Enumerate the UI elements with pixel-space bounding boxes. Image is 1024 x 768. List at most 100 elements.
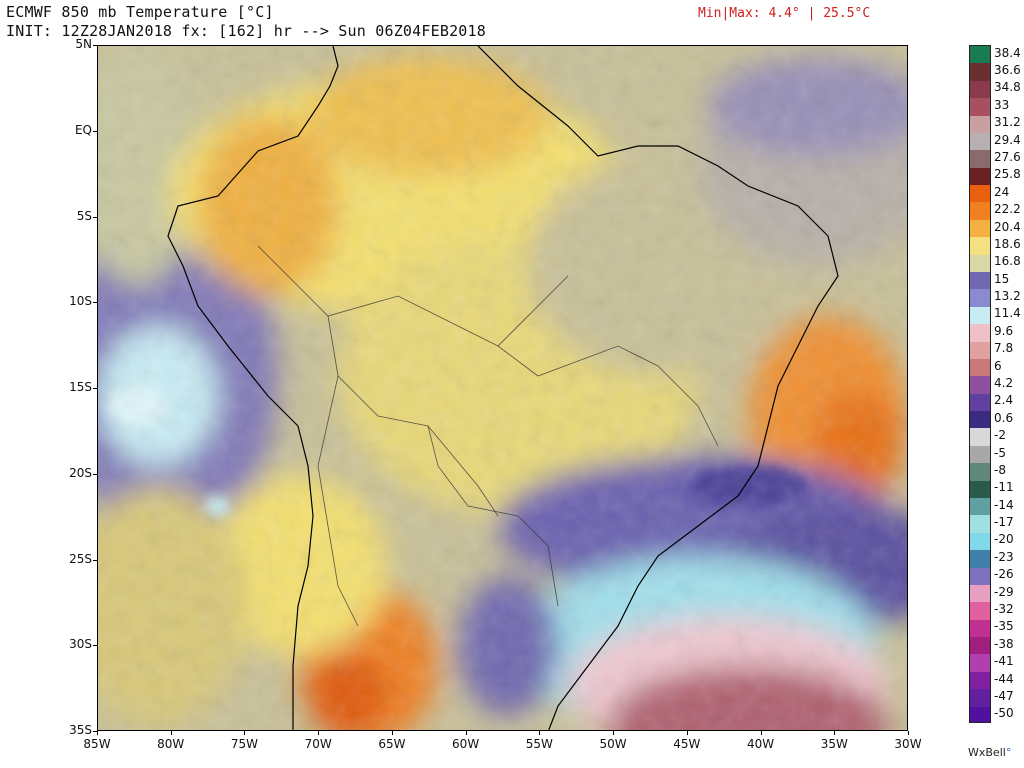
colorbar-swatch (970, 602, 990, 621)
colorbar-swatch (970, 202, 990, 221)
lon-tick (613, 731, 615, 735)
lon-label: 80W (157, 737, 185, 751)
lon-tick (834, 731, 836, 735)
colorbar-label: 11.4 (994, 306, 1021, 321)
lat-label: 15S (69, 380, 92, 394)
colorbar-label: 13.2 (994, 289, 1021, 304)
init-line: INIT: 12Z28JAN2018 fx: [162] hr --> Sun … (6, 22, 486, 40)
map-field (98, 46, 907, 730)
colorbar-swatch (970, 428, 990, 447)
colorbar-label: -35 (994, 619, 1014, 634)
colorbar-label: 24 (994, 184, 1010, 199)
colorbar-label: 16.8 (994, 254, 1021, 269)
colorbar-swatch (970, 358, 990, 377)
lat-label: 5N (75, 37, 92, 51)
colorbar-swatch (970, 515, 990, 534)
brand-dot: ° (1005, 746, 1012, 759)
colorbar-swatch (970, 289, 990, 308)
colorbar-label: 22.2 (994, 202, 1021, 217)
colorbar-swatch (970, 654, 990, 673)
colorbar-label: -2 (994, 428, 1006, 443)
lon-tick (170, 731, 172, 735)
map-title: ECMWF 850 mb Temperature [°C] (6, 3, 274, 21)
lon-label: 85W (83, 737, 111, 751)
lon-tick (686, 731, 688, 735)
colorbar-label: 20.4 (994, 219, 1021, 234)
lon-label: 55W (525, 737, 553, 751)
colorbar-swatch (970, 324, 990, 343)
colorbar-swatch (970, 63, 990, 82)
colorbar-swatch (970, 567, 990, 586)
colorbar-swatch (970, 185, 990, 204)
colorbar-label: 38.4 (994, 45, 1021, 60)
colorbar-label: -29 (994, 584, 1014, 599)
colorbar-swatch (970, 254, 990, 273)
colorbar-swatch (970, 98, 990, 117)
lon-label: 30W (894, 737, 922, 751)
lon-tick (391, 731, 393, 735)
colorbar-label: 2.4 (994, 393, 1014, 408)
lat-tick (93, 130, 97, 132)
colorbar-swatch (970, 637, 990, 656)
lat-tick (93, 731, 97, 732)
colorbar-swatch (970, 498, 990, 516)
borders (257, 245, 719, 627)
lat-tick (93, 388, 97, 389)
colorbar-label: -44 (994, 671, 1014, 686)
coastlines (167, 46, 839, 730)
colorbar-label: -41 (994, 654, 1014, 669)
colorbar-label: 36.6 (994, 63, 1021, 78)
lat-tick (93, 216, 97, 218)
lon-label: 50W (599, 737, 627, 751)
lat-label: 5S (76, 208, 92, 223)
colorbar (969, 45, 991, 723)
lat-tick (93, 45, 97, 46)
lat-tick (93, 302, 97, 304)
minmax-readout: Min|Max: 4.4° | 25.5°C (698, 6, 871, 21)
colorbar-swatch (970, 411, 990, 430)
lon-label: 45W (673, 737, 701, 751)
colorbar-swatch (970, 272, 990, 290)
lon-label: 65W (378, 737, 406, 751)
colorbar-swatch (970, 480, 990, 499)
lon-tick (465, 731, 467, 735)
colorbar-swatch (970, 80, 990, 99)
lon-label: 70W (304, 737, 332, 751)
colorbar-swatch (970, 167, 990, 186)
wxbell-logo: WxBell° (968, 746, 1011, 759)
colorbar-label: -17 (994, 515, 1014, 530)
colorbar-label: 27.6 (994, 150, 1021, 164)
colorbar-swatch (970, 584, 990, 603)
colorbar-swatch (970, 219, 990, 238)
colorbar-swatch (970, 132, 990, 151)
colorbar-swatch (970, 689, 990, 708)
lon-tick (318, 731, 320, 735)
colorbar-label: -23 (994, 549, 1014, 564)
colorbar-swatch (970, 376, 990, 395)
lat-tick (93, 473, 97, 475)
lat-tick (93, 559, 97, 561)
colorbar-label: 9.6 (994, 323, 1014, 338)
colorbar-swatch (970, 550, 990, 569)
colorbar-swatch (970, 619, 990, 638)
colorbar-label: 7.8 (994, 341, 1014, 356)
colorbar-label: -5 (994, 445, 1006, 460)
colorbar-label: -47 (994, 688, 1014, 703)
colorbar-swatch (970, 463, 990, 482)
colorbar-label: -11 (994, 480, 1014, 495)
colorbar-label: 0.6 (994, 410, 1014, 425)
colorbar-swatch (970, 150, 990, 169)
colorbar-swatch (970, 341, 990, 360)
temperature-map (97, 45, 908, 731)
colorbar-swatch (970, 532, 990, 551)
lat-label: 10S (69, 294, 92, 309)
colorbar-label: 33 (994, 97, 1010, 112)
lon-tick (539, 731, 541, 735)
lat-label: EQ (74, 122, 92, 137)
colorbar-label: 25.8 (994, 167, 1021, 182)
lat-label: 20S (69, 465, 92, 480)
colorbar-swatch (970, 306, 990, 325)
lon-tick (97, 731, 98, 735)
colorbar-label: 31.2 (994, 115, 1021, 130)
colorbar-swatch (970, 393, 990, 412)
